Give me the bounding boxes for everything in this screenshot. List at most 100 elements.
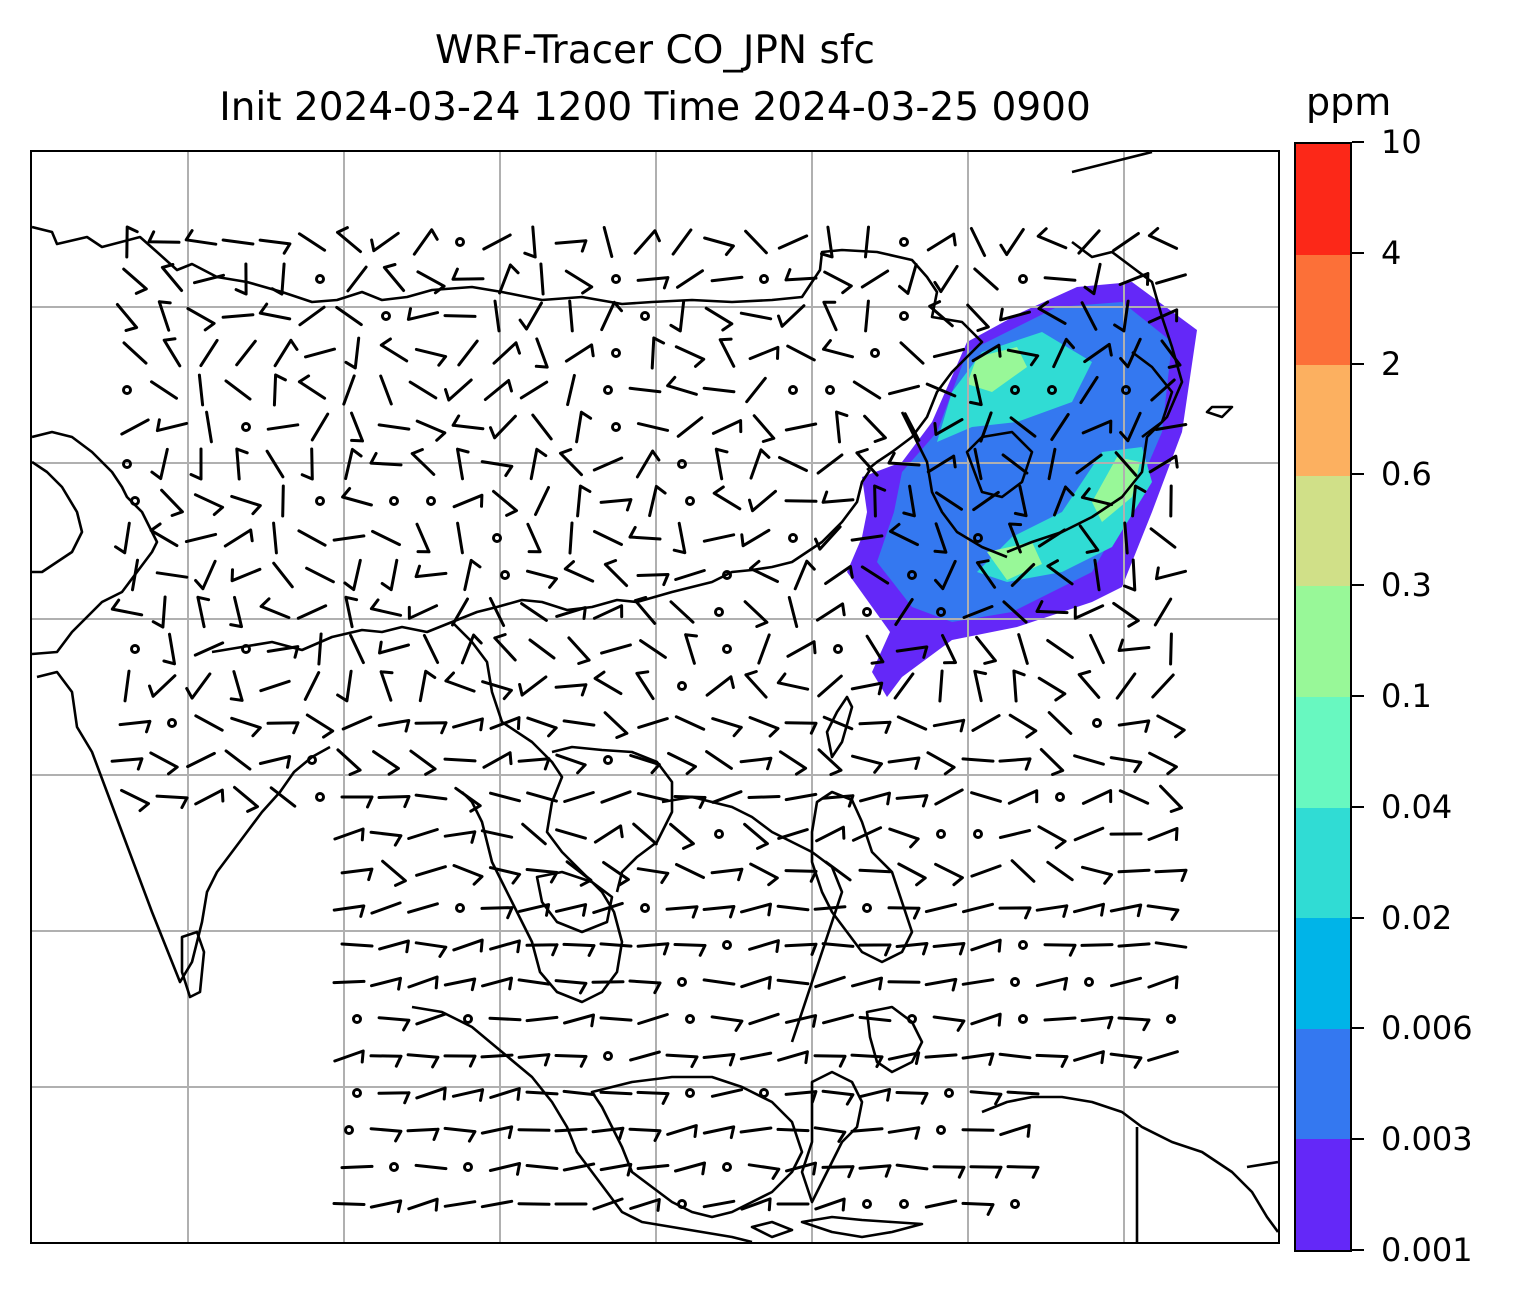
wind-barb [748, 1012, 780, 1026]
wind-barb [193, 493, 225, 516]
wind-barb [824, 565, 854, 585]
wind-barb [889, 522, 919, 547]
wind-barb [1077, 229, 1101, 255]
wind-barb [592, 604, 624, 620]
wind-barb [123, 669, 131, 703]
wind-barb [1006, 1165, 1040, 1179]
wind-barb [895, 1163, 929, 1171]
wind-barb [975, 635, 997, 665]
wind-barb [488, 866, 522, 885]
wind-barb [270, 262, 286, 296]
colorbar-tick [1352, 1027, 1364, 1030]
wind-barb [151, 595, 167, 629]
wind-barb [628, 1127, 662, 1142]
calm-wind-circle [907, 1014, 917, 1024]
wind-barb [1035, 600, 1069, 615]
wind-barb [196, 595, 211, 629]
wind-barb [341, 487, 373, 507]
wind-barb [576, 484, 592, 518]
wind-barb [1052, 337, 1075, 369]
wind-barb [525, 1090, 559, 1096]
map-canvas [32, 152, 1278, 1242]
wind-barb [935, 491, 963, 511]
wind-barbs [110, 225, 1188, 1216]
colorbar-tick-label: 0.02 [1381, 898, 1453, 937]
wind-barb [160, 488, 184, 517]
colorbar-tick-label: 0.1 [1381, 677, 1432, 715]
wind-barb [575, 410, 593, 444]
wind-barb [1073, 754, 1105, 766]
wind-barb [414, 347, 448, 367]
wind-barb [710, 867, 744, 882]
calm-wind-circle [352, 1014, 362, 1024]
wind-barb [757, 633, 771, 665]
wind-barb [966, 303, 990, 332]
wind-barb [784, 942, 818, 956]
wind-barb [336, 226, 362, 254]
wind-barb [969, 227, 987, 257]
wind-barb [562, 1162, 596, 1172]
wind-barb [934, 788, 964, 806]
wind-barb [162, 337, 182, 368]
wind-barb [591, 1126, 625, 1141]
wind-barb [149, 751, 179, 776]
wind-barb [932, 942, 966, 956]
wind-barb [970, 791, 1002, 803]
wind-barb [482, 751, 513, 769]
wind-barb [999, 307, 1031, 322]
wind-barb [786, 344, 816, 362]
wind-barb [1083, 262, 1102, 296]
wind-barb [155, 794, 189, 810]
wind-barb [418, 669, 437, 703]
calm-wind-circle [1121, 385, 1131, 395]
wind-barb [851, 976, 883, 991]
colorbar-segment [1296, 1138, 1350, 1250]
wind-barb [1153, 597, 1173, 627]
wind-barb [860, 269, 890, 289]
calm-wind-circle [1018, 940, 1028, 950]
wind-barb [235, 447, 249, 481]
wind-barb [525, 943, 559, 957]
wind-barb [705, 675, 735, 697]
wind-barb [1112, 232, 1140, 252]
wind-barb [672, 521, 687, 555]
wind-barb [858, 868, 892, 874]
wind-barb [743, 822, 769, 850]
wind-barb [480, 906, 514, 920]
wind-barb [369, 1054, 403, 1068]
wind-barb [739, 311, 773, 321]
wind-barb [480, 460, 514, 477]
wind-barb [110, 757, 144, 771]
wind-barb [855, 448, 879, 477]
wind-barb [740, 1197, 772, 1212]
wind-barb [711, 790, 743, 804]
wind-barb [748, 489, 777, 513]
wind-barb [120, 418, 150, 436]
colorbar-tick [1352, 362, 1364, 365]
calm-wind-circle [315, 792, 325, 802]
wind-barb [488, 1162, 522, 1176]
wind-barb [258, 755, 292, 769]
wind-barb [776, 1127, 810, 1133]
wind-barb [666, 1124, 698, 1138]
wind-barb [149, 522, 179, 548]
wind-barb [898, 263, 918, 295]
calm-wind-circle [677, 459, 687, 469]
wind-barb [636, 1090, 670, 1105]
calm-wind-circle [714, 829, 724, 839]
wind-barb [835, 410, 849, 444]
wind-barb [969, 373, 983, 407]
wind-barb [377, 423, 411, 431]
wind-barb [636, 1164, 670, 1170]
wind-barb [744, 229, 768, 255]
wind-barb [739, 1126, 773, 1134]
calm-wind-circle [685, 496, 695, 506]
wind-barb [332, 1202, 366, 1206]
calm-wind-circle [455, 903, 465, 913]
colorbar-tick [1352, 805, 1364, 808]
wind-barb [969, 1090, 1003, 1106]
wind-barb [346, 265, 368, 293]
wind-barb [592, 901, 624, 915]
wind-barb [887, 451, 921, 467]
wind-barb [155, 418, 189, 433]
